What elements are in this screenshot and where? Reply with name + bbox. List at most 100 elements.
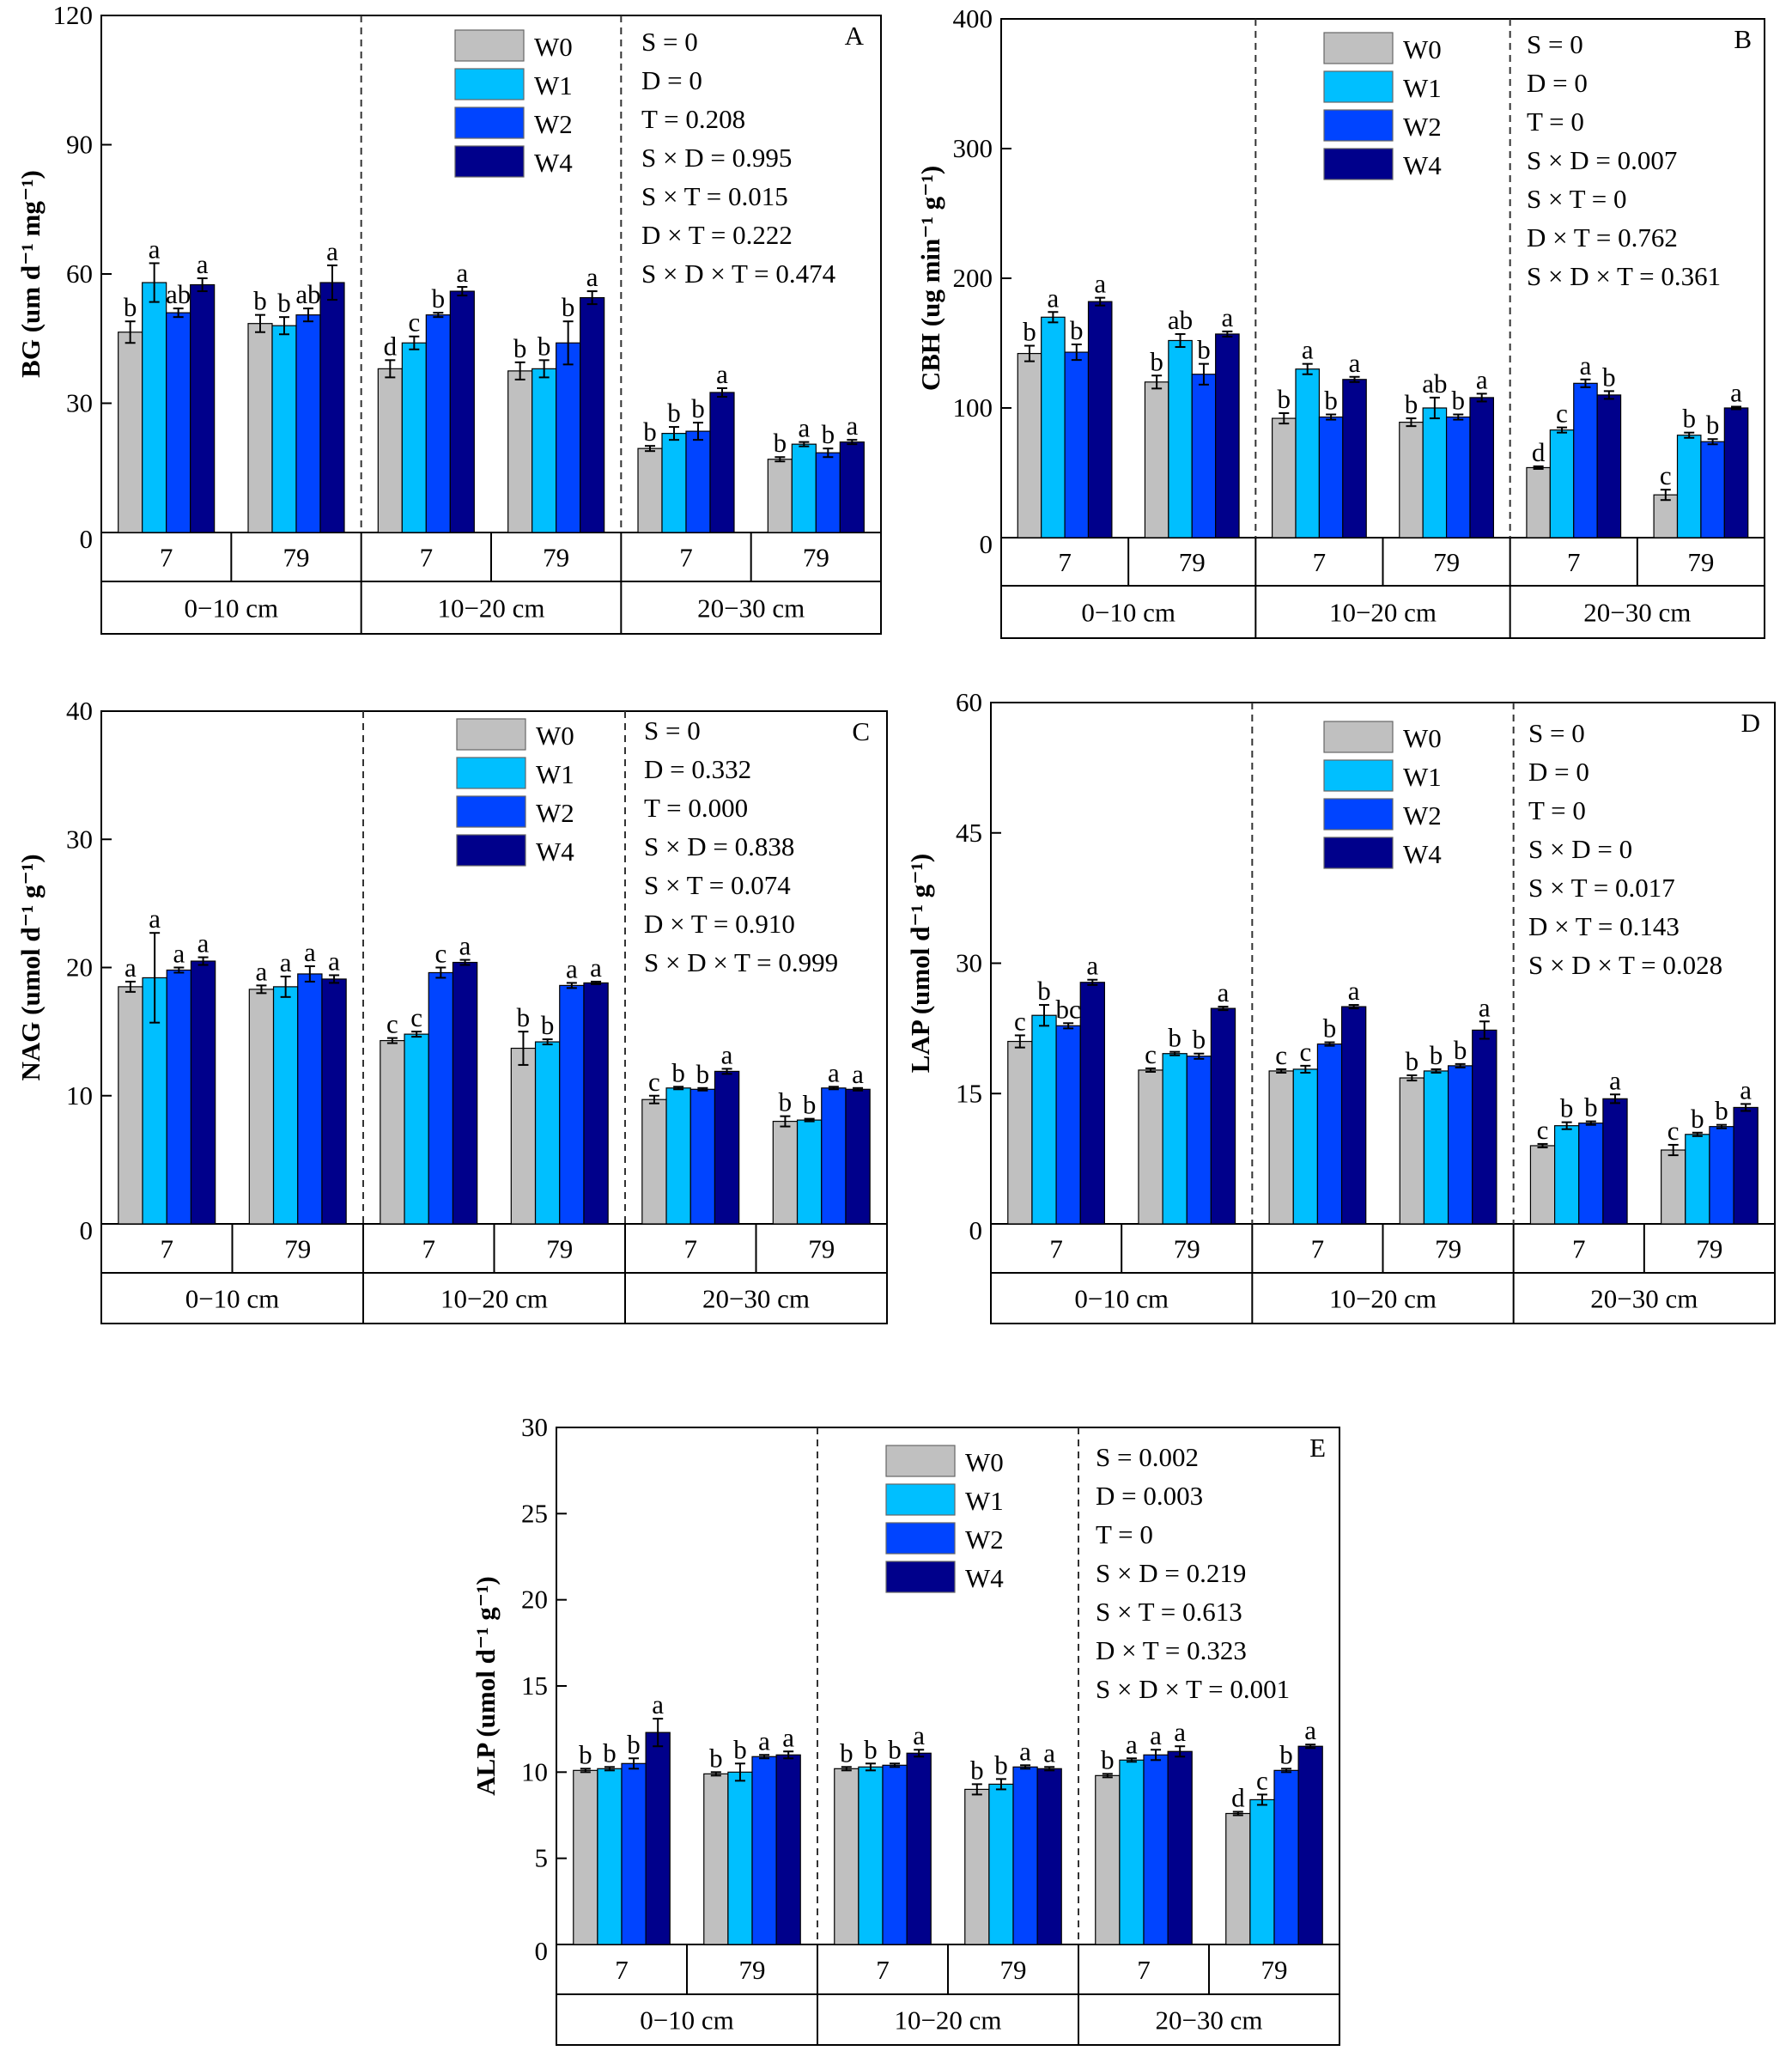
day-label: 79 (1696, 1234, 1722, 1264)
stat-line: S = 0 (641, 27, 698, 57)
stat-line: S × T = 0 (1527, 184, 1627, 214)
significance-letter: a (828, 1057, 840, 1087)
bar-w2 (1709, 1126, 1734, 1225)
depth-label: 0−10 cm (640, 2005, 734, 2036)
y-tick-label: 60 (66, 259, 93, 289)
bar-w4 (1036, 1768, 1062, 1945)
bar-w4 (1215, 333, 1240, 539)
bar-w0 (248, 989, 275, 1225)
bar-w4 (906, 1752, 932, 1945)
bar-w2 (815, 452, 841, 533)
day-label: 7 (420, 543, 434, 573)
significance-letter: b (1168, 1023, 1182, 1053)
stat-line: S × T = 0.017 (1528, 873, 1675, 903)
significance-letter: a (1043, 1737, 1055, 1768)
depth-label: 10−20 cm (440, 1284, 548, 1314)
bar-w4 (190, 960, 216, 1225)
day-label: 79 (1261, 1955, 1288, 1985)
day-label: 7 (1311, 1234, 1325, 1264)
significance-letter: a (1348, 976, 1360, 1006)
significance-letter: b (643, 417, 657, 447)
panel-frame (1000, 18, 1765, 639)
bar-w0 (637, 447, 663, 533)
depth-label: 10−20 cm (437, 593, 544, 624)
legend-label: W0 (534, 32, 573, 62)
legend-label: W2 (1403, 112, 1442, 142)
depth-label: 20−30 cm (1590, 1284, 1698, 1314)
y-tick-label: 100 (953, 393, 993, 423)
stat-line: S × D × T = 0.001 (1096, 1674, 1290, 1704)
significance-letter: b (803, 1090, 817, 1120)
bar-w4 (714, 1070, 740, 1225)
panel-frame (556, 1427, 1340, 2046)
significance-letter: c (1275, 1040, 1287, 1070)
significance-letter: a (1730, 377, 1742, 407)
stat-line: T = 0 (1096, 1519, 1153, 1549)
bar-w4 (449, 290, 475, 533)
bar-w1 (272, 986, 299, 1225)
bar-w4 (1087, 301, 1113, 539)
bar-w1 (271, 325, 297, 533)
legend-label: W1 (1403, 73, 1442, 103)
significance-letter: b (1150, 346, 1163, 376)
significance-letter: b (1691, 1104, 1704, 1134)
bar-w1 (404, 1033, 429, 1225)
bar-w1 (1549, 429, 1575, 539)
day-label: 7 (1572, 1234, 1586, 1264)
bar-w1 (1041, 316, 1066, 539)
stat-line: D × T = 0.222 (641, 220, 793, 250)
bar-w2 (1191, 374, 1217, 539)
y-tick-label: 5 (535, 1843, 549, 1873)
bar-w4 (1210, 1007, 1236, 1225)
significance-letter: b (1706, 410, 1720, 440)
significance-letter: b (517, 1002, 531, 1032)
significance-letter: c (1014, 1006, 1026, 1036)
bar-w1 (532, 368, 557, 533)
bar-w0 (118, 986, 143, 1225)
significance-letter: a (1174, 1717, 1186, 1747)
legend-label: W0 (536, 721, 574, 751)
y-tick-label: 0 (80, 524, 94, 554)
y-tick-label: 200 (953, 263, 993, 293)
significance-letter: c (648, 1067, 660, 1097)
bar-w2 (1573, 382, 1598, 539)
significance-letter: b (1682, 404, 1696, 434)
legend-label: W2 (1403, 800, 1442, 831)
day-label: 7 (1137, 1955, 1151, 1985)
legend-label: W4 (1403, 150, 1442, 180)
significance-letter: a (1580, 350, 1592, 380)
day-label: 7 (1567, 547, 1581, 577)
legend-swatch (1323, 109, 1394, 142)
significance-letter: b (888, 1734, 902, 1764)
bar-w1 (534, 1041, 561, 1225)
bar-w4 (1733, 1106, 1759, 1225)
significance-letter: b (774, 428, 787, 458)
depth-label: 0−10 cm (1074, 1284, 1169, 1314)
significance-letter: ab (1422, 368, 1447, 399)
significance-letter: b (513, 333, 527, 363)
stat-line: S × D × T = 0.028 (1528, 950, 1722, 980)
significance-letter: a (1086, 951, 1098, 981)
bar-w4 (709, 392, 735, 533)
depth-label: 20−30 cm (702, 1284, 810, 1314)
panel-frame (100, 710, 888, 1324)
significance-letter: b (1452, 386, 1466, 416)
legend-label: W1 (965, 1486, 1004, 1516)
significance-letter: a (125, 952, 137, 983)
significance-letter: a (1126, 1729, 1138, 1759)
significance-letter: b (432, 283, 446, 313)
y-tick-label: 60 (956, 687, 982, 717)
bar-w2 (297, 973, 323, 1225)
legend-label: W4 (965, 1563, 1004, 1593)
bar-w0 (507, 370, 533, 533)
significance-letter: a (758, 1725, 770, 1756)
bar-w1 (1249, 1798, 1275, 1945)
legend-label: W0 (1403, 34, 1442, 64)
day-label: 7 (422, 1234, 436, 1264)
significance-letter: a (1047, 283, 1059, 313)
bar-w4 (583, 982, 609, 1225)
y-tick-label: 10 (521, 1756, 548, 1786)
y-tick-label: 0 (535, 1936, 549, 1966)
y-axis-title: ALP (umol d⁻¹ g⁻¹) (471, 1576, 501, 1795)
